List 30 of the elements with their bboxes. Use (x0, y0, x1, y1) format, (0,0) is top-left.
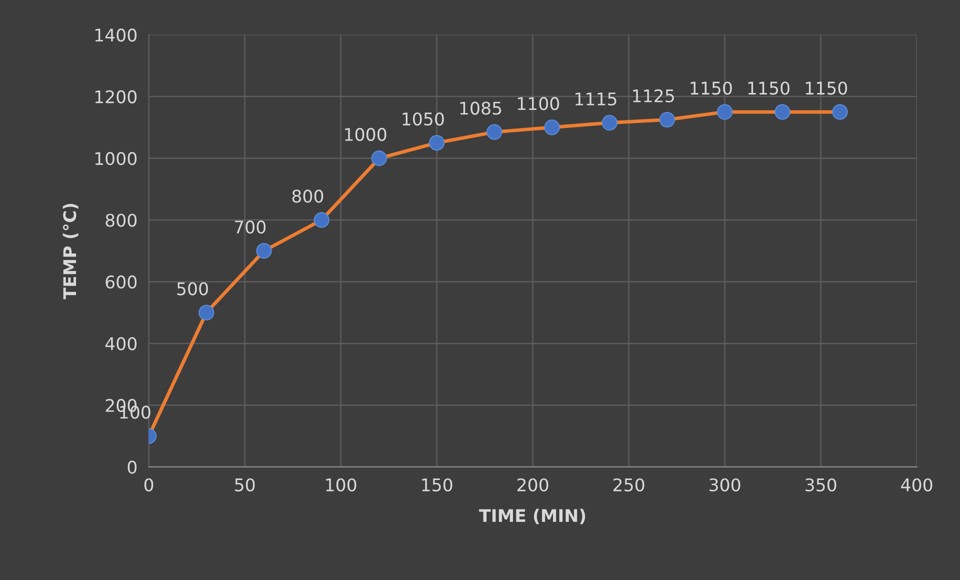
x-tick-label: 300 (710, 478, 740, 492)
x-tick-label: 200 (518, 478, 548, 492)
data-label: 700 (234, 220, 266, 234)
y-tick-label: 800 (106, 214, 137, 227)
y-tick-label: 400 (105, 337, 137, 350)
data-label: 1085 (460, 102, 502, 115)
y-tick-label: 1400 (95, 28, 137, 42)
data-label: 1150 (806, 82, 848, 95)
data-label: 1050 (402, 112, 444, 126)
y-axis-title: TEMP (°C) (62, 204, 78, 300)
y-tick-label: 1000 (95, 152, 137, 166)
x-tick-label: 400 (901, 478, 932, 492)
data-label: 1150 (690, 82, 732, 95)
data-label: 1150 (748, 82, 790, 95)
data-label: 1000 (345, 128, 386, 142)
y-tick-label: 0 (128, 460, 137, 474)
y-tick-label: 600 (106, 275, 137, 289)
x-tick-label: 350 (806, 478, 836, 492)
x-tick-label: 100 (326, 478, 356, 492)
data-label: 1125 (633, 89, 674, 102)
x-axis-title: TIME (MIN) (479, 508, 586, 524)
x-tick-label: 50 (235, 478, 255, 492)
x-tick-label: 250 (614, 478, 644, 492)
x-tick-label: 150 (422, 478, 452, 492)
data-label: 1115 (576, 92, 616, 106)
y-tick-label: 1200 (95, 90, 137, 104)
data-label: 500 (177, 282, 208, 296)
data-label: 800 (292, 190, 324, 203)
data-label: 1100 (518, 97, 560, 110)
x-tick-label: 0 (144, 478, 154, 492)
